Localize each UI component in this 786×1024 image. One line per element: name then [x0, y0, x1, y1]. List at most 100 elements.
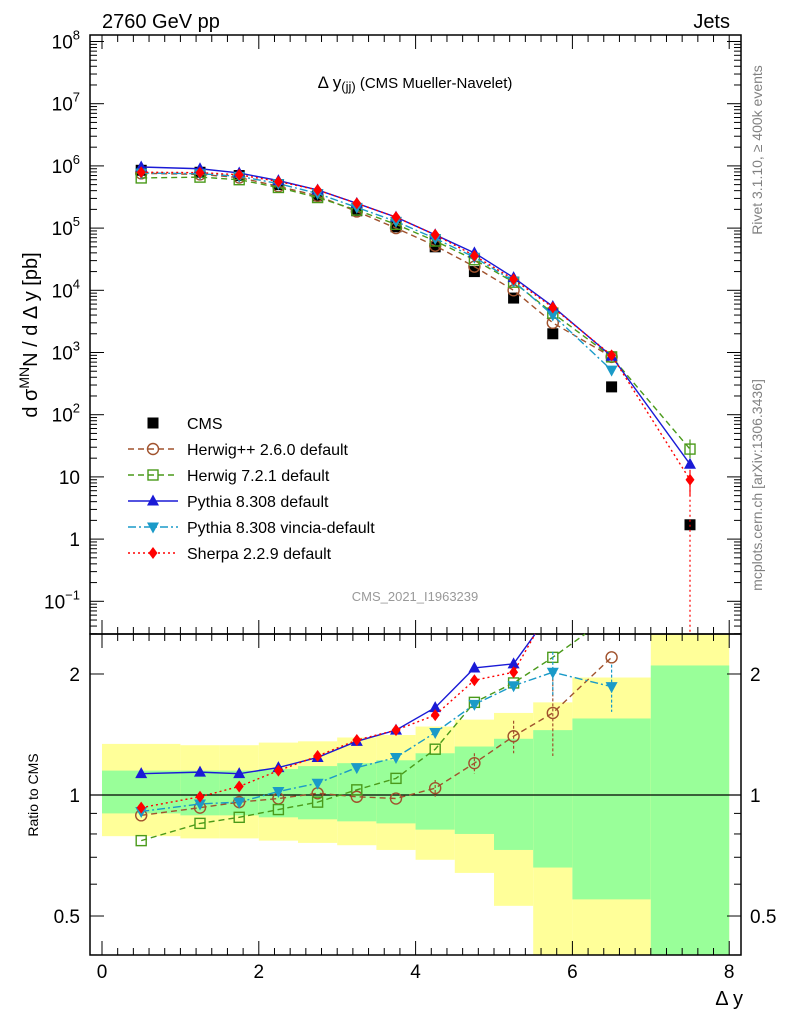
legend: CMS Herwig++ 2.6.0 default Herwig 7.2.1 de… [128, 416, 375, 563]
main-point-sherpa-2-2-9-default [136, 166, 146, 179]
ratio-point-herwig-2-6-0-default [546, 706, 559, 720]
ratio-point-herwig-2-6-0-default [350, 790, 363, 803]
ratio-point-sherpa-2-2-9-default [136, 801, 146, 814]
ratio-point-herwig-7-2-1-default [429, 743, 441, 755]
band-inner-bin [572, 718, 651, 900]
main-y-tick-label: 10−1 [44, 587, 80, 613]
ratio-y-tick-label: 1 [750, 786, 761, 807]
ratio-point-pythia-8-308-default [468, 661, 481, 673]
legend-label-herwig-2-6-0-default: Herwig++ 2.6.0 default [187, 442, 349, 459]
main-point-cms [547, 328, 559, 340]
process-label: Jets [693, 11, 730, 33]
main-y-tick-label: 10 [59, 468, 80, 489]
legend-label-pythia-8-308-vincia-default: Pythia 8.308 vincia-default [187, 520, 375, 537]
main-line-herwig-2-6-0-default [141, 172, 612, 358]
main-point-cms [606, 381, 618, 393]
ratio-point-pythia-8-308-default [135, 767, 148, 779]
legend-marker-herwig-7-2-1-default [147, 469, 159, 481]
ratio-x-tick-label: 8 [724, 962, 735, 983]
main-line-pythia-8-308-default [141, 166, 691, 465]
legend-marker-pythia-8-308-vincia-default [147, 522, 159, 534]
mcplots-label: mcplots.cern.ch [arXiv:1306.3436] [749, 379, 765, 591]
main-y-tick-label: 104 [52, 276, 80, 302]
band-inner-bin [376, 760, 416, 824]
title-rest: (CMS Mueller-Navelet) [356, 75, 513, 92]
main-point-sherpa-2-2-9-default [430, 228, 440, 241]
ratio-point-pythia-8-308-vincia-default [468, 699, 481, 711]
title-delta: Δ y [318, 73, 342, 92]
ratio-point-pythia-8-308-vincia-default [350, 763, 363, 775]
ratio-point-pythia-8-308-default [429, 701, 442, 713]
analysis-id: CMS_2021_I1963239 [352, 589, 479, 604]
ratio-point-sherpa-2-2-9-default [469, 674, 479, 687]
ratio-point-sherpa-2-2-9-default [195, 790, 205, 803]
main-point-sherpa-2-2-9-default [548, 301, 558, 314]
ratio-x-tick-label: 0 [97, 962, 108, 983]
ratio-point-herwig-2-6-0-default [389, 792, 403, 805]
ratio-point-sherpa-2-2-9-default [509, 666, 519, 679]
ratio-y-tick-label: 1 [69, 786, 80, 807]
main-line-pythia-8-308-vincia-default [141, 172, 613, 371]
main-point-pythia-8-308-default [684, 457, 696, 469]
main-point-sherpa-2-2-9-default [509, 273, 519, 286]
ratio-point-herwig-7-2-1-default [351, 784, 363, 796]
legend-marker-cms [147, 417, 159, 429]
ratio-point-sherpa-2-2-9-default [391, 724, 401, 737]
legend-label-herwig-7-2-1-default: Herwig 7.2.1 default [187, 468, 330, 485]
ratio-point-pythia-8-308-vincia-default [429, 728, 442, 740]
legend-label-pythia-8-308-default: Pythia 8.308 default [187, 494, 329, 511]
ratio-y-axis-label: Ratio to CMS [25, 753, 41, 836]
ratio-point-sherpa-2-2-9-default [273, 764, 283, 777]
main-y-axis-label: d σMNN / d Δ y [pb] [16, 252, 42, 417]
ratio-y-tick-label: 0.5 [750, 907, 776, 928]
ratio-point-herwig-7-2-1-default [311, 796, 324, 808]
ratio-point-pythia-8-308-default [194, 765, 206, 777]
ratio-point-pythia-8-308-default [507, 657, 520, 669]
main-point-pythia-8-308-vincia-default [605, 365, 618, 377]
legend-marker-pythia-8-308-default [147, 494, 159, 506]
main-y-tick-label: 108 [52, 28, 80, 54]
ratio-point-pythia-8-308-vincia-default [390, 752, 402, 764]
legend-label-sherpa-2-2-9-default: Sherpa 2.2.9 default [187, 546, 332, 563]
band-inner-bin [494, 738, 534, 850]
plot-title: Δ y(jj) (CMS Mueller-Navelet) [318, 73, 513, 94]
main-point-sherpa-2-2-9-default [195, 166, 205, 179]
ratio-x-tick-label: 6 [567, 962, 578, 983]
ratio-point-herwig-2-6-0-default [429, 781, 442, 795]
ratio-point-pythia-8-308-vincia-default [194, 799, 206, 811]
main-y-tick-label: 103 [52, 339, 80, 365]
main-series [134, 160, 696, 634]
band-inner-bin [650, 665, 730, 955]
title-subscript: (jj) [341, 79, 355, 94]
ratio-point-herwig-2-6-0-default [507, 730, 520, 743]
ratio-point-pythia-8-308-vincia-default [233, 797, 246, 809]
main-point-sherpa-2-2-9-default [469, 249, 479, 262]
ratio-point-herwig-7-2-1-default [135, 834, 147, 847]
ratio-y-tick-label: 0.5 [54, 907, 80, 928]
main-y-tick-label: 1 [69, 530, 80, 551]
band-inner-bin [298, 766, 338, 820]
main-y-tick-label: 106 [52, 152, 80, 178]
ratio-point-sherpa-2-2-9-default [430, 709, 440, 722]
main-line-sherpa-2-2-9-default [141, 171, 691, 481]
ratio-point-sherpa-2-2-9-default [313, 750, 323, 763]
ratio-point-herwig-2-6-0-default [605, 651, 618, 664]
ratio-point-pythia-8-308-default [233, 767, 246, 779]
ratio-line-herwig-7-2-1-default [141, 633, 586, 842]
legend-marker-herwig-2-6-0-default [146, 442, 160, 456]
main-point-sherpa-2-2-9-default [313, 183, 323, 196]
ratio-point-pythia-8-308-vincia-default [272, 787, 285, 799]
ratio-y-tick-label: 2 [750, 665, 761, 686]
energy-label: 2760 GeV pp [102, 11, 220, 33]
main-frame [89, 34, 742, 635]
ratio-point-pythia-8-308-vincia-default [546, 667, 559, 679]
ratio-point-sherpa-2-2-9-default [352, 734, 362, 747]
x-axis-label: Δ y [715, 988, 743, 1010]
legend-label-cms: CMS [187, 416, 223, 433]
band-inner-bin [533, 730, 573, 868]
legend-marker-sherpa-2-2-9-default [148, 547, 158, 559]
main-point-cms [508, 292, 520, 304]
main-point-cms [429, 241, 441, 253]
ratio-x-tick-label: 2 [254, 962, 265, 983]
